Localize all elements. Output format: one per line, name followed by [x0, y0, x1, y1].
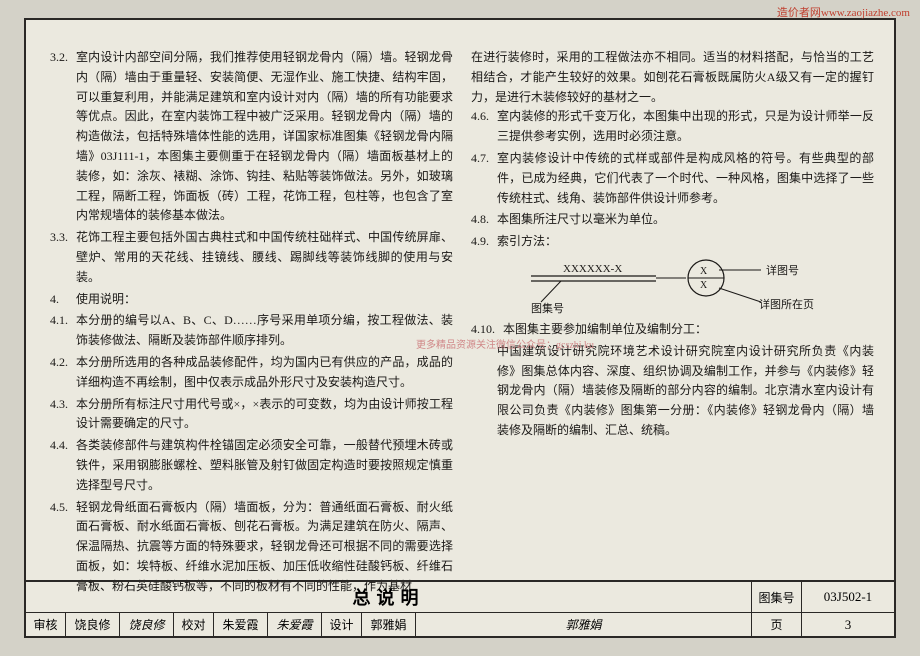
section-num: 4.4.: [50, 436, 76, 495]
page-label: 页: [752, 613, 802, 636]
svg-text:XXXXXX-X: XXXXXX-X: [563, 263, 622, 275]
index-diagram: XXXXXX-X X X 详图号 详图所在页 图集号: [501, 258, 874, 314]
watermark-mid: 更多精品资源关注微信公众号：gcszhi ku: [416, 336, 594, 351]
page-number: 3: [802, 613, 894, 636]
设计-sign: 郭雅娟: [416, 613, 752, 636]
审核-sign: 饶良修: [120, 613, 174, 636]
column-right: 在进行装修时，采用的工程做法亦不相同。适当的材料搭配，与恰当的工艺相结合，才能产…: [471, 48, 874, 558]
section-num: 4.7.: [471, 149, 497, 208]
section-text: 使用说明：: [76, 290, 453, 310]
section-text: 本图集所注尺寸以毫米为单位。: [497, 210, 874, 230]
column-left: 3.2.室内设计内部空间分隔，我们推荐使用轻钢龙骨内（隔）墙。轻钢龙骨内（隔）墙…: [50, 48, 453, 558]
section-text: 花饰工程主要包括外国古典柱式和中国传统柱础样式、中国传统屏扉、壁炉、常用的天花线…: [76, 228, 453, 287]
tuji-label: 图集号: [752, 582, 802, 612]
审核-label: 审核: [26, 613, 66, 636]
section-text: 各类装修部件与建筑构件栓锚固定必须安全可靠，一般替代预埋木砖或铁件，采用钢膨胀螺…: [76, 436, 453, 495]
section-num: 4.6.: [471, 107, 497, 147]
section-num: 4.2.: [50, 353, 76, 393]
section-text: 室内装修的形式千变万化，本图集中出现的形式，只是为设计师举一反三提供参考实例，选…: [497, 107, 874, 147]
校对-sign: 朱爱霞: [268, 613, 322, 636]
section-text: 室内装修设计中传统的式样或部件是构成风格的符号。有些典型的部件，已成为经典，它们…: [497, 149, 874, 208]
title-block: 总说明 图集号 03J502-1 审核 饶良修 饶良修 校对 朱爱霞 朱爱霞 设…: [26, 580, 894, 636]
校对-label: 校对: [174, 613, 214, 636]
svg-text:X: X: [700, 280, 708, 291]
section-num: 4.: [50, 290, 76, 310]
设计-label: 设计: [322, 613, 362, 636]
section-text: 中国建筑设计研究院环境艺术设计研究院室内设计研究所负责《内装修》图集总体内容、深…: [471, 342, 874, 441]
svg-text:详图号: 详图号: [766, 263, 799, 277]
section-text: 本分册所选用的各种成品装修配件，均为国内已有供应的产品，成品的详细构造不再绘制，…: [76, 353, 453, 393]
section-num: 4.3.: [50, 395, 76, 435]
section-num: 4.9.: [471, 232, 497, 252]
section-text: 索引方法：: [497, 232, 874, 252]
watermark-top: 造价者网www.zaojiazhe.com: [777, 4, 910, 20]
section-text: 本分册的编号以A、B、C、D……序号采用单项分编，按工程做法、装饰装修做法、隔断…: [76, 311, 453, 351]
svg-text:图集号: 图集号: [531, 301, 564, 314]
审核-name: 饶良修: [66, 613, 120, 636]
section-text-cont: 在进行装修时，采用的工程做法亦不相同。适当的材料搭配，与恰当的工艺相结合，才能产…: [471, 48, 874, 107]
校对-name: 朱爱霞: [214, 613, 268, 636]
设计-name: 郭雅娟: [362, 613, 416, 636]
section-num: 4.8.: [471, 210, 497, 230]
document-page: 更多精品资源关注微信公众号：gcszhi ku 3.2.室内设计内部空间分隔，我…: [24, 18, 896, 638]
svg-text:详图所在页: 详图所在页: [759, 297, 814, 311]
section-num: 4.1.: [50, 311, 76, 351]
drawing-title: 总说明: [26, 582, 752, 612]
svg-text:X: X: [700, 266, 708, 277]
tuji-value: 03J502-1: [802, 582, 894, 612]
section-text: 室内设计内部空间分隔，我们推荐使用轻钢龙骨内（隔）墙。轻钢龙骨内（隔）墙由于重量…: [76, 48, 453, 226]
section-num: 3.2.: [50, 48, 76, 226]
section-num: 3.3.: [50, 228, 76, 287]
section-text: 本分册所有标注尺寸用代号或×，×表示的可变数，均为由设计师按工程设计需要确定的尺…: [76, 395, 453, 435]
